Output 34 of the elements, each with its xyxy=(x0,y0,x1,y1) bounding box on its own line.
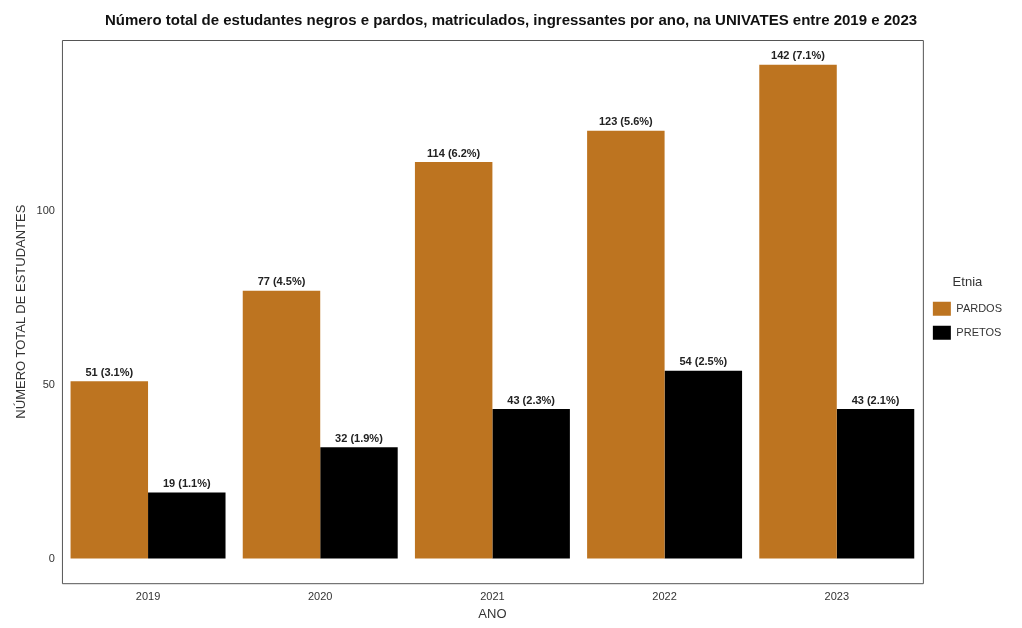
x-tick-label: 2023 xyxy=(824,589,850,602)
data-label: 19 (1.1%) xyxy=(162,476,211,489)
data-label: 114 (6.2%) xyxy=(427,146,481,159)
data-label: 51 (3.1%) xyxy=(85,365,134,378)
bar xyxy=(320,447,398,559)
data-label: 43 (2.1%) xyxy=(851,393,900,406)
y-axis-title: NÚMERO TOTAL DE ESTUDANTES xyxy=(13,204,29,419)
data-label: 54 (2.5%) xyxy=(679,355,728,368)
data-label: 123 (5.6%) xyxy=(598,115,654,128)
bar xyxy=(587,130,665,559)
y-tick-label: 50 xyxy=(42,377,55,390)
data-label: 43 (2.3%) xyxy=(507,393,556,406)
legend-title: Etnia xyxy=(952,274,984,290)
legend-label: PRETOS xyxy=(956,325,1002,338)
x-tick-label: 2020 xyxy=(307,589,333,602)
bar xyxy=(664,370,743,559)
bar xyxy=(242,290,321,559)
x-axis-title: ANO xyxy=(478,605,507,621)
data-label: 77 (4.5%) xyxy=(257,275,306,288)
x-tick-label: 2019 xyxy=(135,589,161,602)
bar xyxy=(70,381,149,559)
data-label: 142 (7.1%) xyxy=(771,49,826,62)
x-tick-label: 2021 xyxy=(480,589,505,602)
data-label: 32 (1.9%) xyxy=(335,431,384,444)
bar xyxy=(492,408,570,559)
chart-title: Número total de estudantes negros e pardos, matriculados, ingressantes por ano, na UNIVATES entre 2019 e 2023 xyxy=(104,11,918,29)
x-tick-label: 2022 xyxy=(652,589,677,602)
y-tick-label: 0 xyxy=(48,551,55,564)
bar xyxy=(759,64,837,559)
y-tick-label: 100 xyxy=(36,203,55,216)
legend-label: PARDOS xyxy=(956,301,1002,314)
bar xyxy=(148,492,226,559)
bar xyxy=(414,162,493,559)
bar xyxy=(836,408,915,559)
